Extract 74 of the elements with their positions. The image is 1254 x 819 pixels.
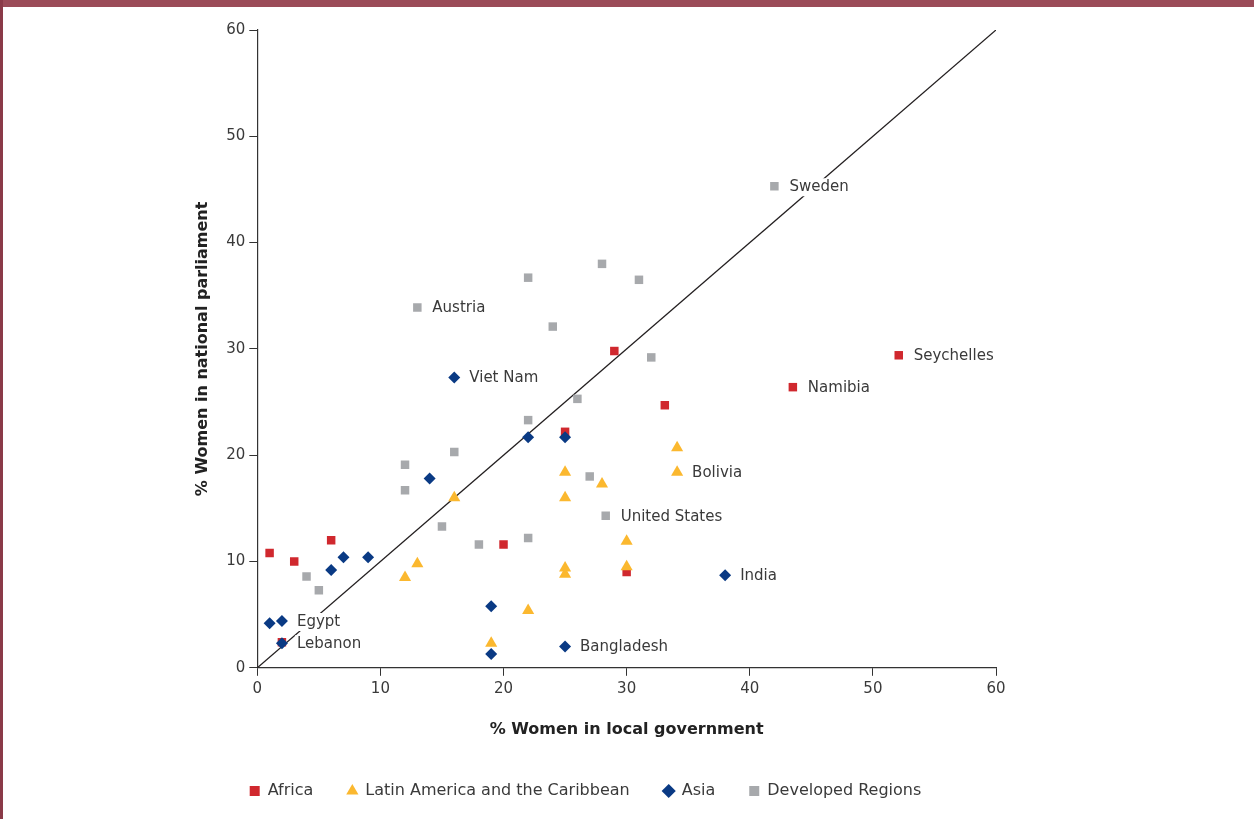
point — [719, 569, 732, 582]
point — [413, 303, 422, 312]
point — [485, 600, 498, 613]
y-tick-label: 60 — [226, 19, 246, 38]
point — [263, 617, 276, 630]
point — [337, 551, 350, 564]
y-tick-label: 50 — [226, 126, 246, 145]
point — [671, 440, 684, 452]
annotation: Austria — [432, 298, 486, 317]
point — [450, 447, 459, 457]
x-tick-label: 60 — [986, 678, 1006, 697]
legend-label: Africa — [267, 780, 314, 800]
point — [548, 322, 558, 331]
legend-label: Latin America and the Caribbean — [365, 780, 630, 800]
x-tick-label: 0 — [252, 678, 263, 697]
point — [362, 551, 375, 564]
annotation: Egypt — [296, 611, 341, 630]
point — [485, 647, 498, 660]
point — [620, 534, 633, 545]
point — [411, 556, 424, 568]
point — [620, 559, 633, 571]
point — [894, 351, 903, 360]
point — [448, 371, 461, 384]
point — [601, 511, 610, 521]
x-tick-label: 10 — [370, 678, 390, 697]
point — [437, 522, 447, 531]
point — [610, 346, 619, 356]
point — [559, 490, 572, 502]
x-axis-title: % Women in local government — [489, 718, 764, 738]
point — [448, 490, 461, 502]
point — [573, 394, 582, 404]
annotation: United States — [620, 506, 723, 525]
point — [522, 431, 535, 444]
point — [485, 636, 498, 647]
y-tick-label: 10 — [226, 551, 246, 570]
y-tick-label: 40 — [226, 232, 246, 251]
point — [265, 548, 274, 558]
point — [325, 564, 338, 576]
annotation: Lebanon — [296, 634, 362, 653]
point — [289, 557, 299, 566]
point — [559, 640, 572, 653]
point — [770, 182, 779, 191]
point — [499, 540, 508, 549]
x-tick-label: 50 — [863, 678, 883, 697]
x-tick-label: 40 — [740, 678, 760, 697]
annotation: Bolivia — [692, 463, 743, 482]
point — [559, 465, 572, 476]
y-tick-label: 0 — [235, 657, 246, 676]
point — [671, 465, 684, 476]
point — [302, 572, 311, 581]
annotation: India — [740, 566, 777, 585]
point — [398, 570, 412, 581]
point — [474, 540, 484, 549]
annotation: Seychelles — [913, 346, 994, 365]
x-tick-label: 20 — [493, 678, 514, 697]
y-axis-title: % Women in national parliament — [191, 201, 211, 497]
point — [400, 486, 410, 495]
annotation: Sweden — [789, 177, 849, 196]
annotation: Namibia — [807, 378, 870, 397]
point — [647, 353, 656, 362]
annotation: Viet Nam — [469, 368, 539, 387]
legend-label: Developed Regions — [767, 780, 922, 800]
point — [585, 472, 594, 481]
point — [275, 615, 288, 628]
x-tick-label: 30 — [617, 678, 637, 697]
point — [523, 273, 533, 282]
point — [423, 472, 436, 485]
y-tick-label: 20 — [226, 445, 246, 464]
y-tick-label: 30 — [226, 338, 246, 357]
legend-label: Asia — [681, 780, 716, 800]
point — [595, 476, 609, 488]
annotation: Bangladesh — [580, 637, 669, 656]
point — [559, 431, 572, 444]
point — [522, 603, 535, 614]
